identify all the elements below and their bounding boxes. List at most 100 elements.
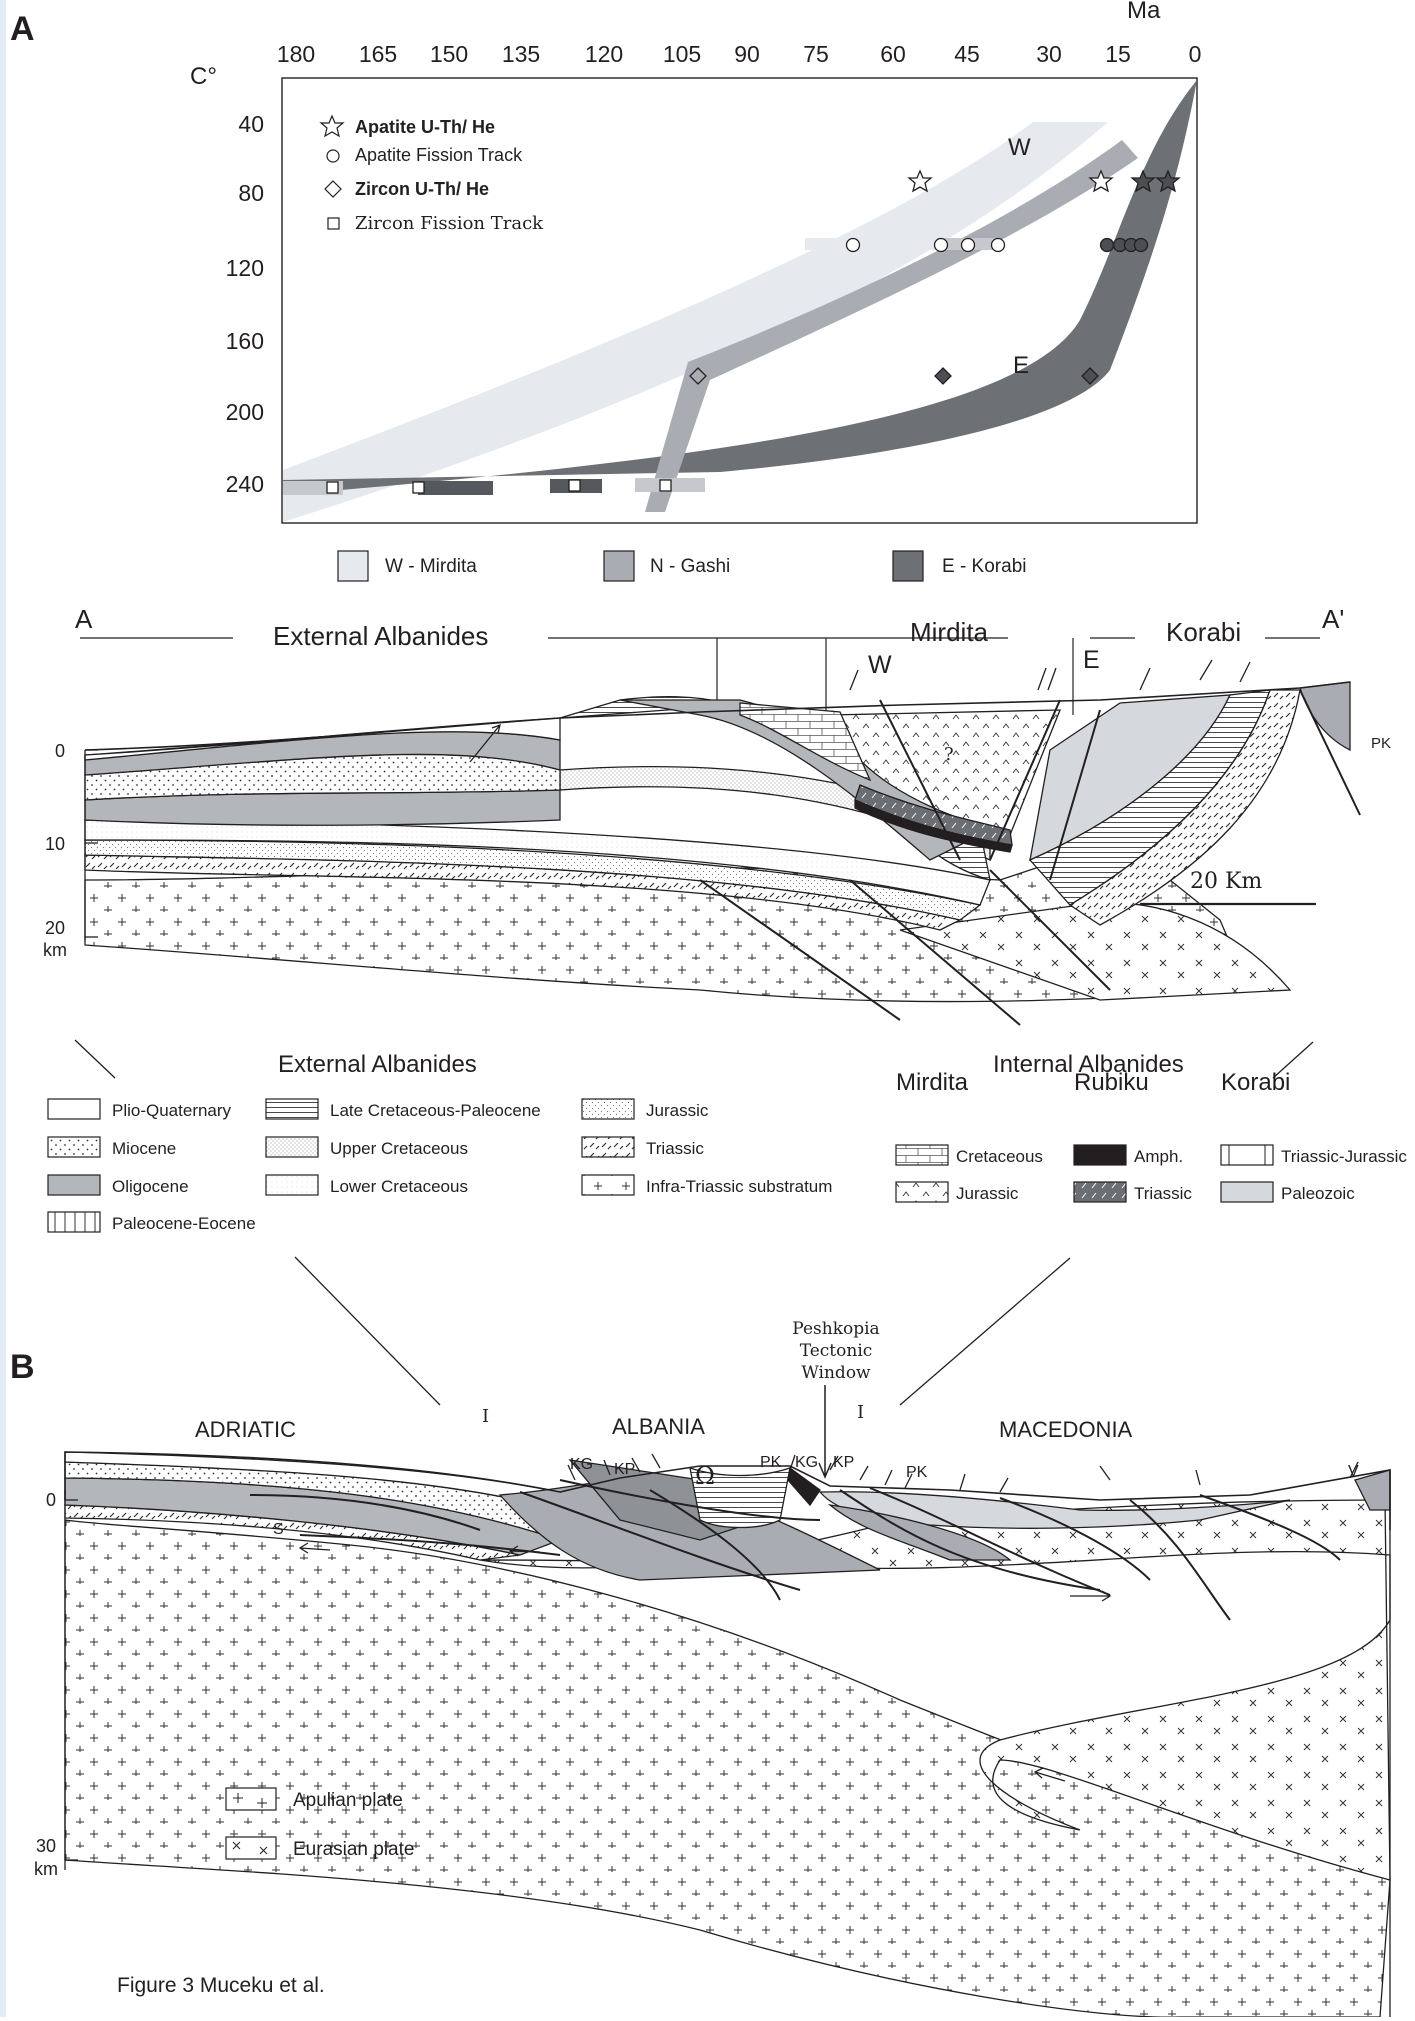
chart-legend: Apatite U-Th/ He Apatite Fission Track Z… — [319, 114, 544, 234]
x-tick-label: 0 — [1189, 41, 1202, 67]
window-label-line3: Window — [801, 1363, 871, 1383]
thrust-line — [249, 1494, 481, 1531]
legend-item-label: Triassic — [646, 1139, 704, 1158]
swatch-eurasian — [225, 1836, 277, 1860]
legend-zircon-uthhe: Zircon U-Th/ He — [355, 179, 489, 199]
star-icon — [907, 169, 933, 193]
legend-eurasian: Eurasian plate — [293, 1839, 414, 1860]
hexagon-icon — [326, 149, 340, 163]
legend-item-label: Lower Cretaceous — [330, 1177, 468, 1196]
macedonia-grey-sheet — [827, 1504, 1012, 1561]
legend-item-label: Paleozoic — [1281, 1184, 1355, 1203]
thrust-line — [839, 1489, 1101, 1591]
star-icon — [319, 114, 345, 138]
x-tick-labels: 180 165 150 135 120 105 90 75 60 45 30 15 0 — [277, 41, 1202, 67]
depth-b-0: 0 — [46, 1490, 56, 1510]
legend-swatch — [265, 1136, 319, 1158]
thrust-line — [649, 1489, 781, 1601]
w-mirdita-band — [283, 122, 1108, 522]
figure-caption: Figure 3 Muceku et al. — [117, 1974, 325, 1997]
x-unit-label: Ma — [1127, 0, 1161, 24]
marker-pk: PK — [1371, 735, 1391, 752]
depth-tick-20: 20 — [45, 918, 65, 938]
hexagon-icon — [1099, 237, 1115, 253]
legend-item-label: Paleocene-Eocene — [112, 1214, 256, 1233]
star-icon — [1155, 169, 1181, 193]
fault-line — [699, 879, 901, 1021]
legend-swatch — [265, 1174, 319, 1196]
legend-item-label: Jurassic — [956, 1184, 1019, 1203]
section-end-a: A — [75, 604, 93, 634]
marker-omega: Ω — [695, 1462, 715, 1490]
window-label-line1: Peshkopia — [792, 1319, 879, 1339]
range-bar — [418, 481, 493, 495]
fault-line — [989, 699, 1061, 861]
swatch-apulian — [225, 1787, 277, 1811]
domain-brackets — [80, 637, 1320, 720]
y-tick-label: 120 — [226, 255, 264, 281]
legend-swatch — [47, 1136, 101, 1158]
panel-b-label: B — [10, 1348, 35, 1386]
x-tick-label: 120 — [585, 41, 623, 67]
fault-arrow-icon — [1139, 659, 1251, 691]
thrust-line — [1199, 1494, 1341, 1561]
swatch-w-mirdita — [337, 550, 369, 582]
square-icon — [326, 481, 339, 494]
legend-group-title: Korabi — [1221, 1069, 1290, 1096]
cross-icon — [232, 1841, 268, 1855]
omega-syncline — [689, 1467, 791, 1529]
star-icon — [1130, 169, 1156, 193]
star-icon — [1088, 169, 1114, 193]
marker-pk-1: PK — [760, 1454, 782, 1471]
x-tick-label: 180 — [277, 41, 315, 67]
topographic-surface-b — [64, 1451, 1391, 1530]
n-gashi-band — [645, 140, 1138, 512]
square-icon — [568, 479, 581, 492]
marker-i-left: I — [482, 1406, 489, 1427]
hexagon-icon — [933, 237, 949, 253]
depth-b-30: 30 — [36, 1836, 56, 1856]
window-label-line2: Tectonic — [800, 1341, 873, 1361]
section-end-a-prime: A' — [1322, 604, 1344, 634]
topographic-surface — [84, 681, 1351, 751]
hexagon-icon — [1133, 237, 1149, 253]
y-unit-label: C° — [190, 63, 217, 90]
depth-tick-0: 0 — [55, 741, 65, 761]
swatch-n-gashi — [603, 550, 635, 582]
legend-swatch — [265, 1098, 319, 1120]
fault-line — [1299, 689, 1361, 816]
external-lithology-legend: Plio-Quaternary Miocene Oligocene Paleocene… — [47, 1098, 832, 1233]
band-legend: W - Mirdita N - Gashi E - Korabi — [337, 550, 1026, 582]
panel-a-label: A — [10, 10, 35, 48]
x-tick-label: 30 — [1036, 41, 1062, 67]
plio-quaternary-layer — [84, 717, 561, 761]
legend-group-title: Rubiku — [1074, 1069, 1149, 1096]
x-tick-label: 90 — [734, 41, 760, 67]
legend-item-label: Amph. — [1134, 1147, 1183, 1166]
legend-item-label: Oligocene — [112, 1177, 189, 1196]
thrust-line — [869, 1487, 1111, 1596]
legend-apatite-uthhe: Apatite U-Th/ He — [355, 117, 495, 137]
y-tick-label: 160 — [226, 328, 264, 354]
legend-external-title: External Albanides — [278, 1051, 477, 1078]
marker-question: ? — [944, 744, 954, 765]
window-arrow-icon — [818, 1385, 832, 1479]
y-tick-label: 80 — [238, 180, 264, 206]
legend-swatch — [1073, 1181, 1127, 1203]
band-label-e: E — [1013, 352, 1029, 379]
depth-b-unit: km — [34, 1859, 58, 1879]
marker-w: W — [868, 651, 892, 679]
shear-arrow-icon — [1033, 1767, 1066, 1782]
legend-item-label: Plio-Quaternary — [112, 1101, 232, 1120]
plate-legend: Apulian plate Eurasian plate — [225, 1787, 414, 1860]
square-icon — [327, 217, 340, 230]
hexagon-icon — [845, 237, 861, 253]
fault-tick-icon — [567, 1453, 1359, 1493]
region-macedonia: MACEDONIA — [999, 1417, 1133, 1442]
region-adriatic: ADRIATIC — [195, 1417, 296, 1442]
y-tick-label: 40 — [238, 111, 264, 137]
legend-swatch — [581, 1136, 635, 1158]
fault-arrow-icon — [469, 723, 501, 763]
thrust-line — [1129, 1499, 1231, 1621]
diamond-icon — [1081, 367, 1099, 385]
